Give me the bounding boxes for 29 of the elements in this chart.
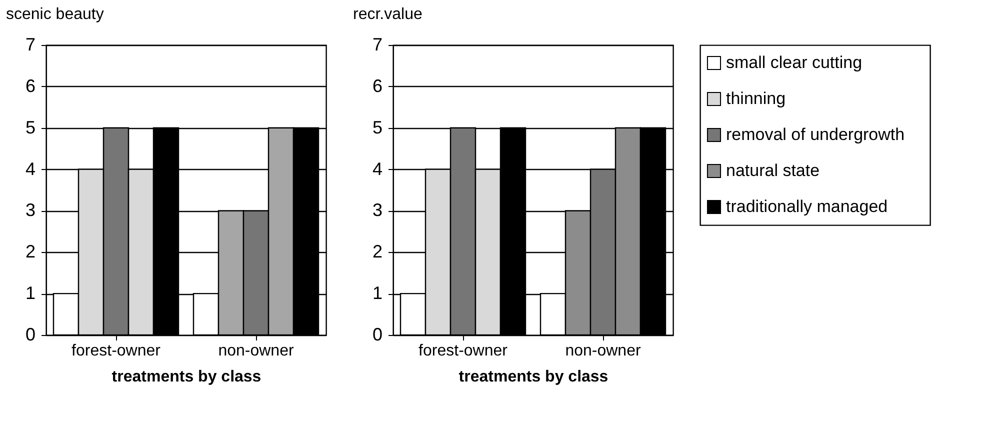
x-axis-title: treatments by class (112, 368, 262, 386)
y-tick-label: 3 (25, 200, 36, 220)
x-axis-title: treatments by class (458, 368, 608, 386)
y-tick-label: 6 (372, 76, 382, 96)
y-tick-label: 1 (25, 283, 36, 304)
legend-label: natural state (726, 161, 820, 180)
legend-label: small clear cutting (726, 53, 862, 72)
legend-label: thinning (726, 89, 786, 108)
x-tick-label: forest-owner (72, 342, 162, 360)
legend-label: traditionally managed (726, 197, 888, 216)
x-tick-label: non-owner (218, 342, 294, 360)
y-tick-label: 5 (372, 117, 382, 138)
x-tick-label: forest-owner (418, 342, 508, 360)
y-tick-label: 2 (372, 242, 382, 262)
x-tick-label: non-owner (565, 342, 642, 360)
chart-title: recr.value (353, 6, 422, 23)
y-tick-label: 3 (372, 200, 382, 220)
y-tick-label: 0 (25, 324, 36, 344)
y-tick-label: 4 (372, 158, 382, 179)
y-tick-label: 7 (372, 34, 382, 54)
y-tick-label: 7 (25, 34, 36, 54)
y-tick-label: 2 (25, 242, 36, 262)
y-tick-label: 5 (25, 117, 36, 138)
y-tick-label: 1 (372, 283, 382, 304)
chart-title: scenic beauty (6, 6, 104, 23)
legend-label: removal of undergrowth (726, 125, 905, 144)
y-tick-label: 6 (25, 76, 36, 96)
y-tick-label: 4 (25, 158, 36, 179)
y-tick-label: 0 (372, 324, 382, 344)
